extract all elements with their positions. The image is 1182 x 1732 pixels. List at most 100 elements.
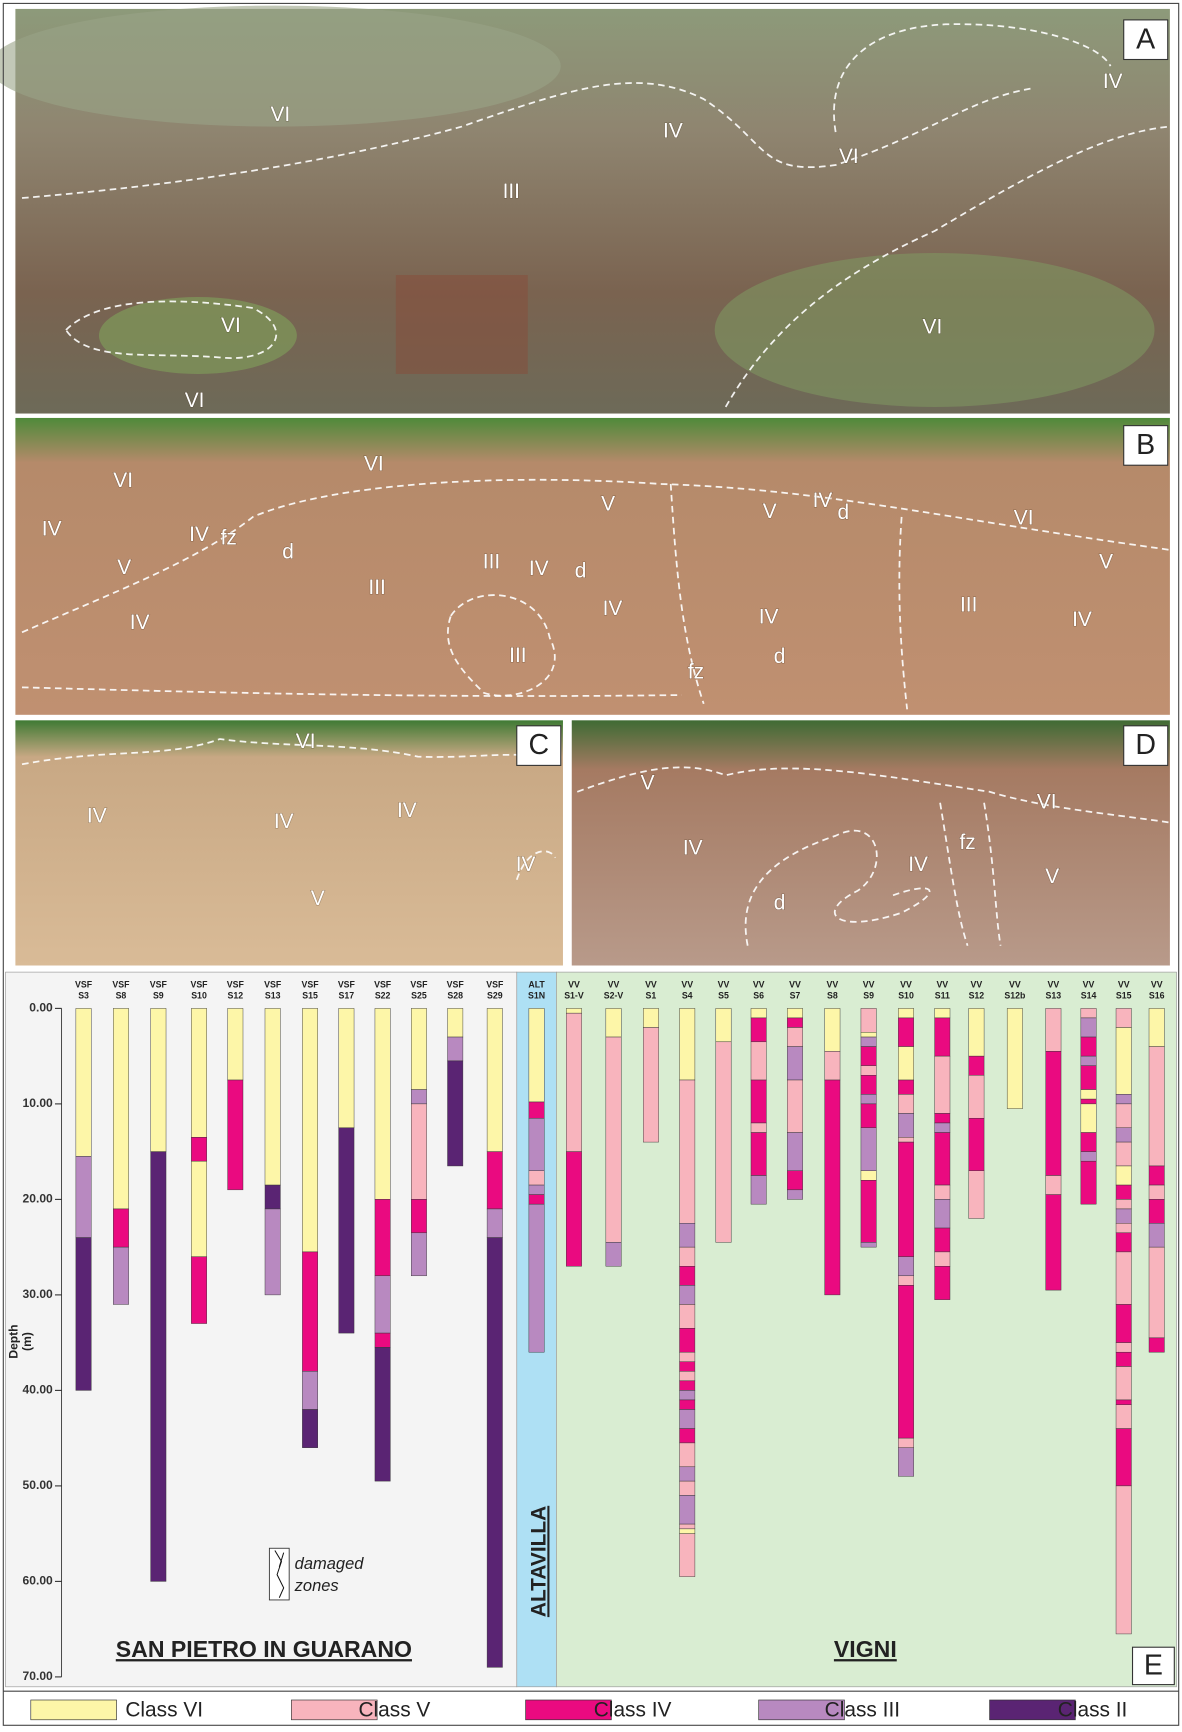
photo-label: V <box>1099 551 1113 574</box>
y-tick-label: 40.00 <box>23 1383 54 1397</box>
log-interval <box>1116 1252 1131 1305</box>
log-interval <box>898 1257 913 1276</box>
photo-label: VI <box>1014 507 1034 530</box>
borehole-name: S7 <box>790 990 801 1000</box>
borehole-name: VSF <box>150 979 168 989</box>
borehole-name: VSF <box>374 979 392 989</box>
borehole-name: VSF <box>190 979 208 989</box>
log-interval <box>898 1276 913 1286</box>
log-interval <box>969 1118 984 1171</box>
photo-label: III <box>368 576 385 599</box>
photo-label: V <box>1045 865 1059 888</box>
photo-label: VI <box>113 469 133 492</box>
borehole-name: VV <box>971 979 983 989</box>
log-interval <box>680 1247 695 1266</box>
log-interval <box>861 1047 876 1066</box>
borehole-name: VV <box>753 979 765 989</box>
photo-label: III <box>503 180 520 203</box>
log-interval <box>898 1008 913 1018</box>
log-interval <box>113 1008 128 1209</box>
log-interval <box>1081 1099 1096 1104</box>
photo-label: d <box>838 501 850 524</box>
log-interval <box>487 1152 502 1209</box>
borehole-name: S10 <box>191 990 207 1000</box>
log-interval <box>825 1051 840 1080</box>
log-interval <box>1116 1223 1131 1233</box>
log-interval <box>1116 1209 1131 1223</box>
log-interval <box>680 1481 695 1495</box>
log-interval <box>339 1128 354 1333</box>
log-interval <box>969 1056 984 1075</box>
log-interval <box>680 1362 695 1372</box>
photo-c <box>15 720 563 965</box>
log-interval <box>861 1037 876 1047</box>
log-interval <box>1116 1128 1131 1142</box>
borehole-name: VSF <box>75 979 93 989</box>
photo-label: d <box>575 559 587 582</box>
borehole-name: S22 <box>375 990 391 1000</box>
log-interval <box>825 1080 840 1295</box>
borehole-name: VV <box>1047 979 1059 989</box>
borehole-name: S1 <box>646 990 657 1000</box>
log-interval <box>228 1008 243 1080</box>
group-name: ALTAVILLA <box>527 1506 550 1617</box>
borehole-name: S12 <box>227 990 243 1000</box>
log-interval <box>606 1037 621 1242</box>
log-interval <box>1046 1195 1061 1291</box>
panel-letter: E <box>1144 1650 1163 1682</box>
legend-label: Class III <box>825 1699 900 1722</box>
panel-letter: B <box>1136 429 1155 461</box>
photo-label: V <box>311 887 325 910</box>
log-interval <box>566 1013 581 1151</box>
borehole-name: S16 <box>1149 990 1165 1000</box>
log-interval <box>529 1195 544 1205</box>
log-interval <box>302 1252 317 1371</box>
log-interval <box>861 1104 876 1128</box>
log-interval <box>680 1008 695 1080</box>
log-interval <box>1116 1343 1131 1353</box>
log-interval <box>898 1047 913 1080</box>
log-interval <box>1081 1056 1096 1066</box>
log-interval <box>375 1347 390 1481</box>
borehole-name: VV <box>900 979 912 989</box>
borehole-name: S2-V <box>604 990 624 1000</box>
log-interval <box>1149 1166 1164 1185</box>
photo-label: III <box>960 593 977 616</box>
y-tick-label: 30.00 <box>23 1287 54 1301</box>
log-interval <box>448 1061 463 1166</box>
y-tick-label: 10.00 <box>23 1096 54 1110</box>
log-interval <box>1116 1166 1131 1185</box>
annotation: zones <box>294 1577 339 1595</box>
log-interval <box>1116 1185 1131 1199</box>
borehole-name: S12 <box>969 990 985 1000</box>
log-interval <box>680 1524 695 1529</box>
log-interval <box>191 1257 206 1324</box>
log-interval <box>1081 1008 1096 1018</box>
photo-label: IV <box>42 518 62 541</box>
borehole-name: S9 <box>153 990 164 1000</box>
photo-label: d <box>774 645 786 668</box>
log-interval <box>935 1008 950 1018</box>
log-interval <box>787 1133 802 1171</box>
log-interval <box>375 1333 390 1347</box>
log-interval <box>680 1285 695 1304</box>
log-interval <box>265 1185 280 1209</box>
log-interval <box>411 1233 426 1276</box>
log-interval <box>680 1534 695 1577</box>
photo-d <box>572 720 1170 965</box>
log-interval <box>1081 1090 1096 1100</box>
borehole-name: S8 <box>116 990 127 1000</box>
log-interval <box>375 1199 390 1275</box>
borehole-name: S5 <box>718 990 729 1000</box>
log-interval <box>529 1102 544 1118</box>
log-interval <box>529 1008 544 1102</box>
borehole-name: S10 <box>898 990 914 1000</box>
y-tick-label: 50.00 <box>23 1478 54 1492</box>
log-interval <box>787 1080 802 1133</box>
log-interval <box>935 1252 950 1266</box>
log-interval <box>680 1371 695 1381</box>
legend-label: Class V <box>358 1699 430 1722</box>
log-interval <box>751 1042 766 1080</box>
log-interval <box>898 1113 913 1137</box>
log-interval <box>935 1123 950 1133</box>
